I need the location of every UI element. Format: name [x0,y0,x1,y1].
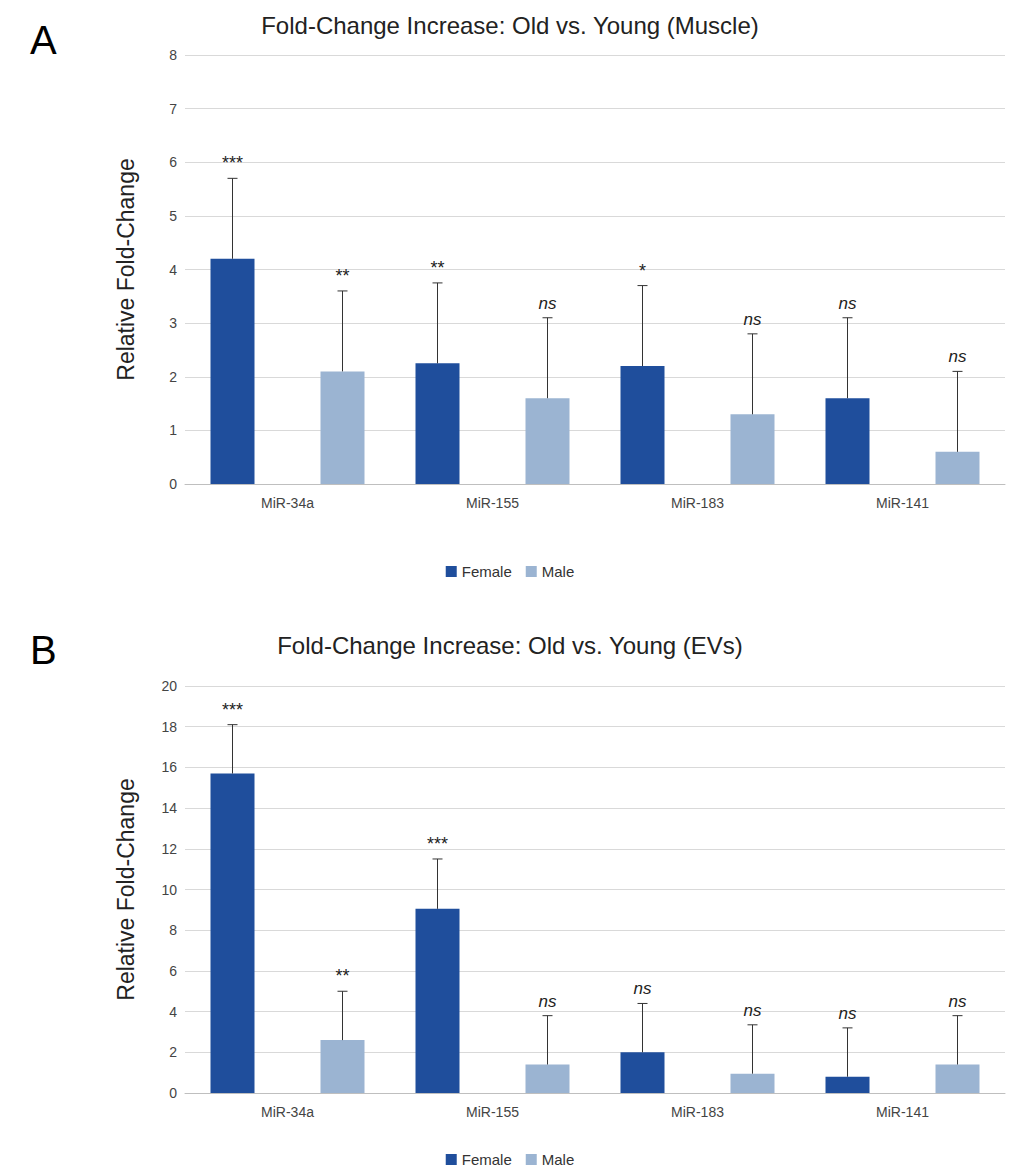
svg-text:0: 0 [169,1085,177,1101]
svg-text:ns: ns [744,1001,762,1020]
svg-text:ns: ns [539,992,557,1011]
svg-text:MiR-155: MiR-155 [466,1104,519,1120]
svg-text:ns: ns [539,294,557,313]
svg-text:14: 14 [161,800,177,816]
svg-text:2: 2 [169,1044,177,1060]
svg-text:ns: ns [744,310,762,329]
svg-text:5: 5 [169,208,177,224]
svg-text:6: 6 [169,963,177,979]
svg-text:MiR-183: MiR-183 [671,495,724,511]
svg-text:***: *** [222,700,243,720]
svg-text:12: 12 [161,841,177,857]
svg-text:3: 3 [169,315,177,331]
svg-text:2: 2 [169,369,177,385]
svg-text:MiR-34a: MiR-34a [261,1104,314,1120]
svg-text:Male: Male [542,1151,575,1168]
svg-text:MiR-34a: MiR-34a [261,495,314,511]
svg-text:16: 16 [161,759,177,775]
svg-text:Fold-Change Increase: Old vs.: Fold-Change Increase: Old vs. Young (Mus… [261,12,759,39]
svg-text:**: ** [430,258,444,278]
svg-text:1: 1 [169,422,177,438]
svg-text:ns: ns [839,1004,857,1023]
svg-text:20: 20 [161,678,177,694]
svg-text:ns: ns [839,294,857,313]
svg-text:Female: Female [462,563,512,580]
svg-text:***: *** [427,834,448,854]
html-text:B: B [30,628,57,672]
svg-text:Relative Fold-Change: Relative Fold-Change [113,158,139,380]
svg-text:8: 8 [169,922,177,938]
svg-text:4: 4 [169,1004,177,1020]
svg-text:Fold-Change Increase: Old vs.: Fold-Change Increase: Old vs. Young (EVs… [277,632,743,659]
svg-text:Male: Male [542,563,575,580]
svg-text:10: 10 [161,882,177,898]
svg-text:**: ** [335,266,349,286]
svg-text:4: 4 [169,262,177,278]
svg-text:**: ** [335,966,349,986]
html-text:A: A [30,18,57,62]
svg-text:ns: ns [634,979,652,998]
svg-text:8: 8 [169,47,177,63]
svg-text:MiR-183: MiR-183 [671,1104,724,1120]
svg-text:*: * [639,261,646,281]
svg-text:Relative Fold-Change: Relative Fold-Change [113,778,139,1000]
svg-text:MiR-141: MiR-141 [876,1104,929,1120]
svg-text:Female: Female [462,1151,512,1168]
svg-text:ns: ns [949,992,967,1011]
svg-text:7: 7 [169,101,177,117]
svg-text:6: 6 [169,154,177,170]
svg-text:0: 0 [169,476,177,492]
svg-text:***: *** [222,153,243,173]
svg-text:MiR-141: MiR-141 [876,495,929,511]
svg-text:18: 18 [161,719,177,735]
svg-text:MiR-155: MiR-155 [466,495,519,511]
svg-text:ns: ns [949,347,967,366]
